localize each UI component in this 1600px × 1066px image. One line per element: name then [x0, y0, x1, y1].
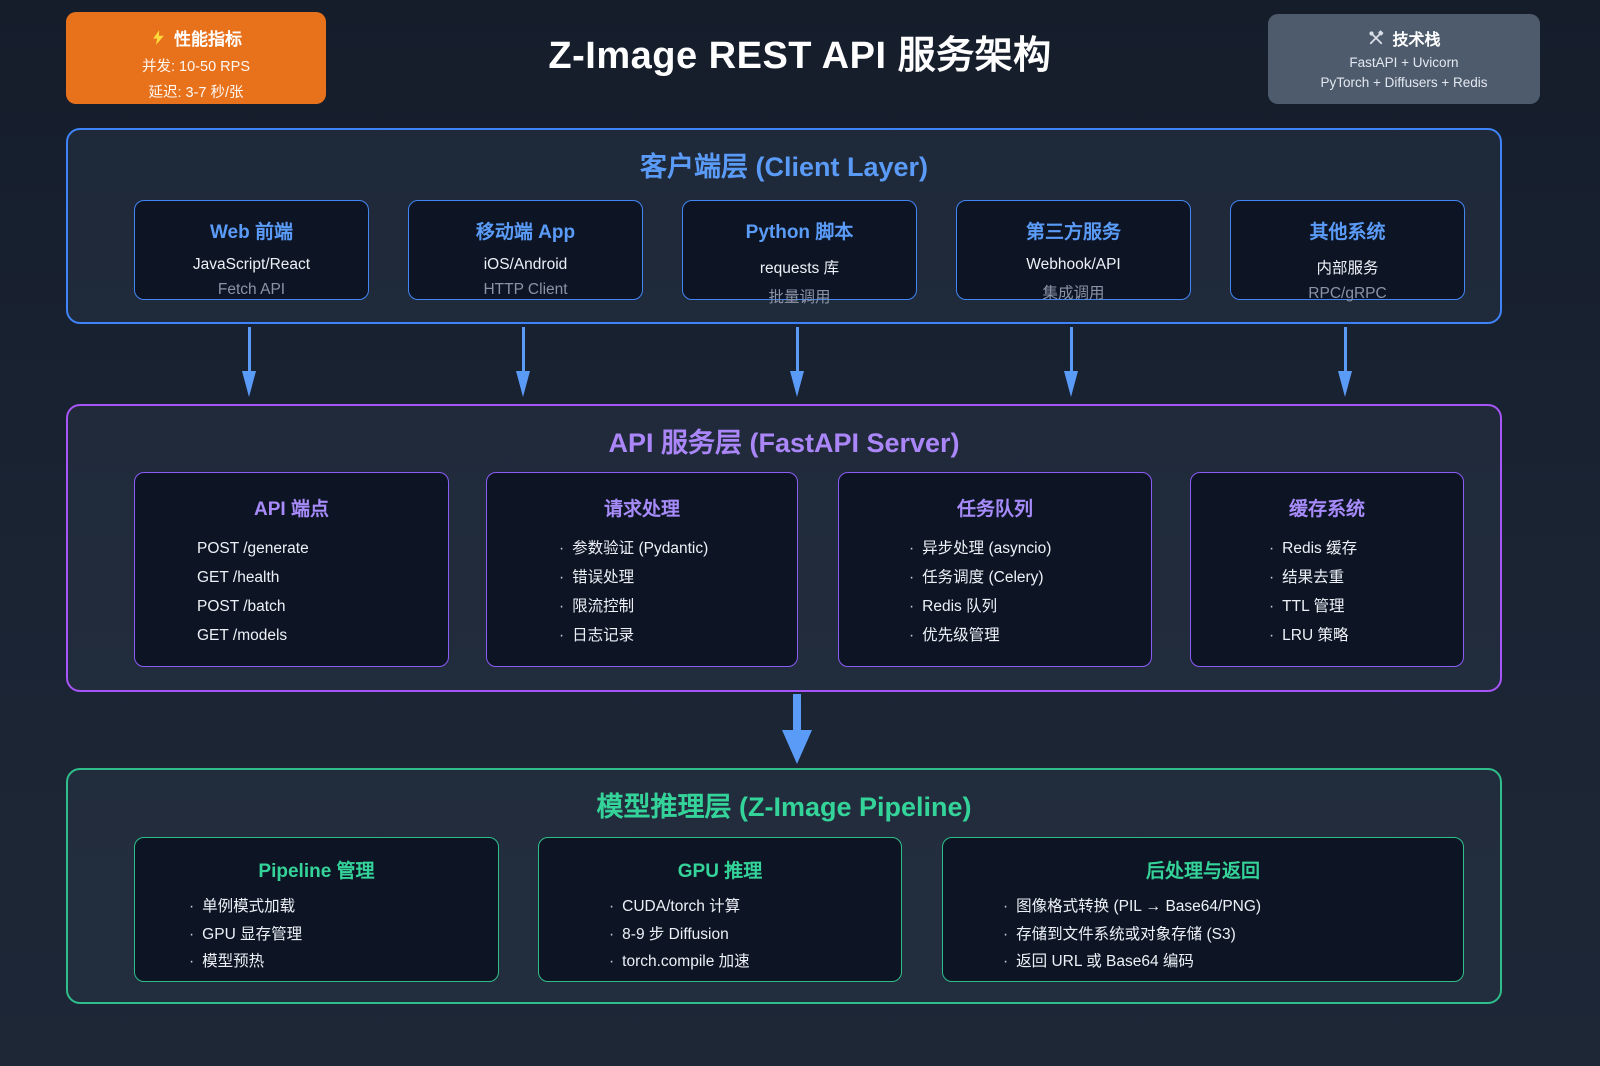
list-item: CUDA/torch 计算: [609, 893, 901, 921]
postprocess-return-list: 图像格式转换 (PIL → Base64/PNG) 存储到文件系统或对象存储 (…: [943, 893, 1463, 976]
api-box-cache-system: 缓存系统 Redis 缓存 结果去重 TTL 管理 LRU 策略: [1190, 472, 1464, 667]
api-box-title: API 端点: [254, 499, 329, 520]
api-layer-section: API 服务层 (FastAPI Server) API 端点 POST /ge…: [66, 404, 1502, 692]
client-box-subtitle: requests 库: [759, 260, 840, 277]
endpoint-list: POST /generate GET /health POST /batch G…: [135, 534, 448, 650]
page-title: Z-Image REST API 服务架构: [548, 35, 1052, 77]
client-box-detail: RPC/gRPC: [1308, 285, 1387, 302]
client-box-detail: 批量调用: [768, 289, 831, 306]
client-layer-section: 客户端层 (Client Layer) Web 前端 JavaScript/Re…: [66, 128, 1502, 324]
client-box-detail: HTTP Client: [483, 281, 568, 298]
client-box-detail: 集成调用: [1042, 285, 1105, 302]
model-box-title: 后处理与返回: [1145, 861, 1260, 882]
model-box-gpu-inference: GPU 推理 CUDA/torch 计算 8-9 步 Diffusion tor…: [538, 837, 902, 982]
model-box-title: Pipeline 管理: [258, 861, 375, 882]
model-box-postprocess-return: 后处理与返回 图像格式转换 (PIL → Base64/PNG) 存储到文件系统…: [942, 837, 1464, 982]
client-box-other-systems: 其他系统 内部服务 RPC/gRPC: [1230, 200, 1465, 302]
client-box-title: Python 脚本: [745, 222, 854, 243]
api-layer-header: API 服务层 (FastAPI Server): [608, 428, 960, 458]
list-item: 结果去重: [1269, 563, 1463, 592]
client-box-title: 其他系统: [1309, 222, 1386, 243]
flow-arrow-client-1: [241, 327, 257, 397]
task-queue-list: 异步处理 (asyncio) 任务调度 (Celery) Redis 队列 优先…: [839, 534, 1151, 650]
list-item: Redis 队列: [909, 592, 1151, 621]
tech-stack-badge-label: 技术栈: [1392, 32, 1441, 49]
client-box-python-script: Python 脚本 requests 库 批量调用: [682, 200, 917, 306]
client-box-mobile-app: 移动端 App iOS/Android HTTP Client: [408, 200, 643, 300]
tools-icon: [1369, 30, 1384, 45]
list-item: LRU 策略: [1269, 621, 1463, 650]
request-handling-list: 参数验证 (Pydantic) 错误处理 限流控制 日志记录: [487, 534, 797, 650]
api-box-task-queue: 任务队列 异步处理 (asyncio) 任务调度 (Celery) Redis …: [838, 472, 1152, 667]
list-item: POST /batch: [197, 598, 286, 615]
list-item: 优先级管理: [909, 621, 1151, 650]
performance-badge: 性能指标 并发: 10-50 RPS 延迟: 3-7 秒/张: [66, 12, 326, 104]
client-box-detail: Fetch API: [217, 281, 286, 298]
list-item: GPU 显存管理: [189, 921, 498, 949]
performance-badge-label: 性能指标: [174, 30, 242, 49]
cache-system-list: Redis 缓存 结果去重 TTL 管理 LRU 策略: [1191, 534, 1463, 650]
pipeline-management-list: 单例模式加载 GPU 显存管理 模型预热: [135, 893, 498, 976]
model-box-pipeline-management: Pipeline 管理 单例模式加载 GPU 显存管理 模型预热: [134, 837, 499, 982]
list-item: 参数验证 (Pydantic): [559, 534, 797, 563]
client-box-third-party: 第三方服务 Webhook/API 集成调用: [956, 200, 1191, 302]
client-box-subtitle: Webhook/API: [1026, 256, 1121, 273]
list-item: 限流控制: [559, 592, 797, 621]
list-item: GET /health: [197, 569, 280, 586]
api-box-title: 请求处理: [603, 499, 680, 520]
api-box-request-handling: 请求处理 参数验证 (Pydantic) 错误处理 限流控制 日志记录: [486, 472, 798, 667]
performance-latency-text: 延迟: 3-7 秒/张: [148, 85, 244, 101]
client-box-subtitle: JavaScript/React: [192, 256, 311, 273]
list-item: 8-9 步 Diffusion: [609, 921, 901, 949]
list-item: TTL 管理: [1269, 592, 1463, 621]
list-item: 图像格式转换 (PIL → Base64/PNG): [1003, 893, 1463, 921]
tech-stack-badge: 技术栈 FastAPI + Uvicorn PyTorch + Diffuser…: [1268, 14, 1540, 104]
list-item: Redis 缓存: [1269, 534, 1463, 563]
client-box-title: 第三方服务: [1025, 222, 1121, 243]
list-item: 存储到文件系统或对象存储 (S3): [1003, 921, 1463, 949]
list-item: GET /models: [197, 627, 288, 644]
flow-arrow-client-3: [789, 327, 805, 397]
model-layer-section: 模型推理层 (Z-Image Pipeline) Pipeline 管理 单例模…: [66, 768, 1502, 1004]
list-item: torch.compile 加速: [609, 948, 901, 976]
list-item: 日志记录: [559, 621, 797, 650]
flow-arrow-client-5: [1337, 327, 1353, 397]
client-layer-header: 客户端层 (Client Layer): [639, 152, 929, 182]
tech-stack-line-1: FastAPI + Uvicorn: [1349, 55, 1459, 70]
performance-badge-title: 性能指标: [66, 12, 326, 50]
list-item: POST /generate: [197, 540, 309, 557]
flow-arrow-client-2: [515, 327, 531, 397]
model-box-title: GPU 推理: [677, 861, 763, 882]
api-box-title: 任务队列: [956, 499, 1033, 520]
client-box-title: 移动端 App: [475, 222, 576, 243]
list-item: 错误处理: [559, 563, 797, 592]
flow-arrow-api-to-model: [781, 694, 813, 764]
performance-concurrency-text: 并发: 10-50 RPS: [142, 59, 250, 75]
gpu-inference-list: CUDA/torch 计算 8-9 步 Diffusion torch.comp…: [539, 893, 901, 976]
zap-icon: [153, 30, 164, 45]
list-item: 单例模式加载: [189, 893, 498, 921]
tech-stack-line-2: PyTorch + Diffusers + Redis: [1320, 75, 1488, 90]
tech-stack-badge-title: 技术栈: [1268, 14, 1540, 50]
client-box-title: Web 前端: [209, 222, 294, 243]
list-item: 返回 URL 或 Base64 编码: [1003, 948, 1463, 976]
list-item: 模型预热: [189, 948, 498, 976]
client-box-subtitle: 内部服务: [1316, 260, 1379, 277]
api-box-endpoints: API 端点 POST /generate GET /health POST /…: [134, 472, 449, 667]
client-box-subtitle: iOS/Android: [483, 256, 568, 273]
api-box-title: 缓存系统: [1288, 499, 1365, 520]
model-layer-header: 模型推理层 (Z-Image Pipeline): [596, 792, 972, 822]
list-item: 异步处理 (asyncio): [909, 534, 1151, 563]
flow-arrow-client-4: [1063, 327, 1079, 397]
list-item: 任务调度 (Celery): [909, 563, 1151, 592]
client-box-web-frontend: Web 前端 JavaScript/React Fetch API: [134, 200, 369, 300]
